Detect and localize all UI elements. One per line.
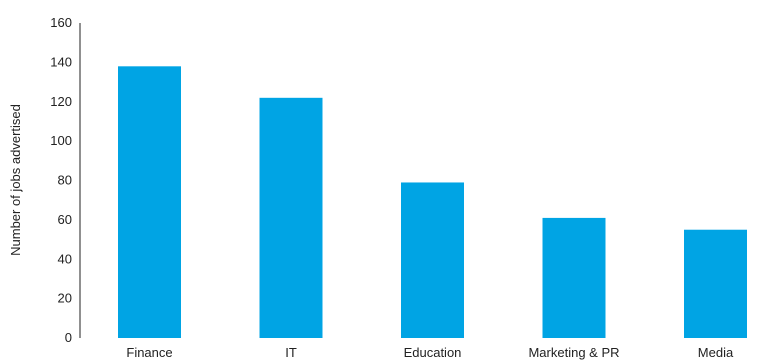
bar — [118, 66, 181, 338]
category-labels: Finance IT Education Marketing & PR Media — [126, 345, 734, 360]
y-tick-label: 60 — [58, 212, 72, 227]
x-category-label: Media — [698, 345, 734, 360]
bar — [542, 217, 606, 338]
y-tick-label: 120 — [50, 94, 72, 109]
y-tick-label: 160 — [50, 15, 72, 30]
y-axis: 0 20 40 60 80 100 120 140 160 — [50, 15, 81, 345]
y-tick-label: 100 — [50, 133, 72, 148]
x-category-label: Education — [404, 345, 462, 360]
y-tick-label: 20 — [58, 291, 72, 306]
y-tick-label: 140 — [50, 54, 72, 69]
y-axis-label: Number of jobs advertised — [8, 104, 23, 256]
bars — [118, 66, 747, 338]
x-category-label: IT — [285, 345, 297, 360]
bar — [684, 229, 747, 338]
bar — [259, 97, 323, 338]
y-tick-label: 80 — [58, 173, 72, 188]
y-tick-label: 0 — [65, 330, 72, 345]
x-category-label: Marketing & PR — [528, 345, 619, 360]
y-tick-labels: 0 20 40 60 80 100 120 140 160 — [50, 15, 72, 345]
x-category-label: Finance — [126, 345, 172, 360]
y-tick-label: 40 — [58, 251, 72, 266]
bar — [401, 182, 464, 338]
